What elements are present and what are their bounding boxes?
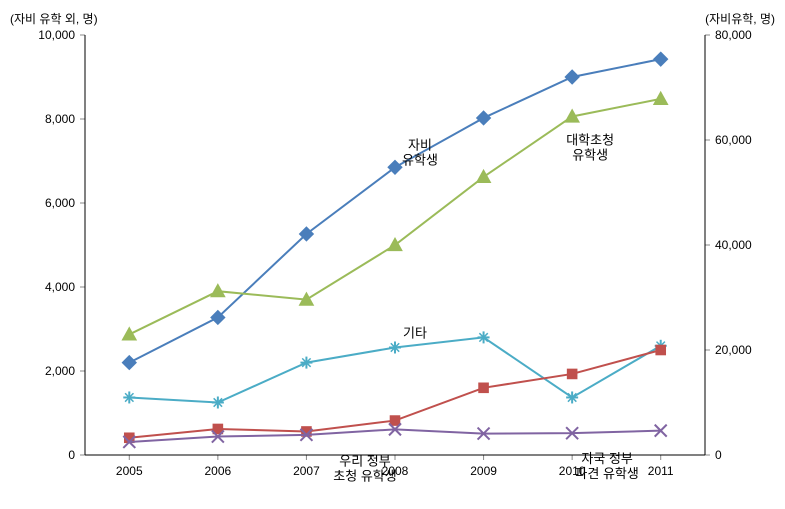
series-marker <box>123 391 135 403</box>
y-right-tick-label: 40,000 <box>715 238 752 252</box>
y-left-tick-label: 6,000 <box>45 196 75 210</box>
series-marker <box>656 345 666 355</box>
y-right-tick-label: 60,000 <box>715 133 752 147</box>
y-left-tick-label: 0 <box>68 448 75 462</box>
series-line <box>129 59 660 362</box>
x-tick-label: 2011 <box>648 464 674 478</box>
y-right-tick-label: 80,000 <box>715 28 752 42</box>
series-marker <box>567 369 577 379</box>
series-marker <box>122 327 136 340</box>
series-marker <box>654 92 668 105</box>
y-axis-left-title: (자비 유학 외, 명) <box>10 10 98 27</box>
series-marker <box>566 391 578 403</box>
y-left-tick-label: 4,000 <box>45 280 75 294</box>
x-tick-label: 2006 <box>205 464 232 478</box>
y-right-tick-label: 20,000 <box>715 343 752 357</box>
x-tick-label: 2009 <box>470 464 497 478</box>
series-marker <box>300 357 312 369</box>
series-marker <box>388 238 402 251</box>
y-left-tick-label: 10,000 <box>38 28 75 42</box>
series-marker <box>211 284 225 297</box>
chart-container: (자비 유학 외, 명) (자비유학, 명) 0 2,000 4,000 6,000 8… <box>0 0 785 509</box>
y-left-tick-label: 8,000 <box>45 112 75 126</box>
y-right-tick-label: 0 <box>715 448 722 462</box>
series-label-text: 자국 정부파견 유학생 <box>575 451 638 481</box>
series-marker <box>654 52 668 66</box>
chart-svg: 0 2,000 4,000 6,000 8,000 10,000 0 20,000 40,000… <box>0 0 785 509</box>
series-marker <box>477 170 491 183</box>
series-marker <box>389 341 401 353</box>
series-marker <box>477 111 491 125</box>
series-line <box>129 429 660 442</box>
series-marker <box>390 416 400 426</box>
series-label-text: 대학초청유학생 <box>566 132 614 162</box>
series-marker <box>212 397 224 409</box>
series-marker <box>479 383 489 393</box>
x-tick-label: 2005 <box>116 464 143 478</box>
y-left-tick-label: 2,000 <box>45 364 75 378</box>
series-marker <box>478 331 490 343</box>
series-marker <box>122 356 136 370</box>
series-marker <box>565 70 579 84</box>
series-label-text: 자비유학생 <box>402 137 438 167</box>
series-label-text: 우리 정부초청 유학생 <box>333 454 396 484</box>
y-axis-right-title: (자비유학, 명) <box>705 10 775 27</box>
x-tick-label: 2007 <box>293 464 320 478</box>
series-label-text: 기타 <box>403 325 427 340</box>
